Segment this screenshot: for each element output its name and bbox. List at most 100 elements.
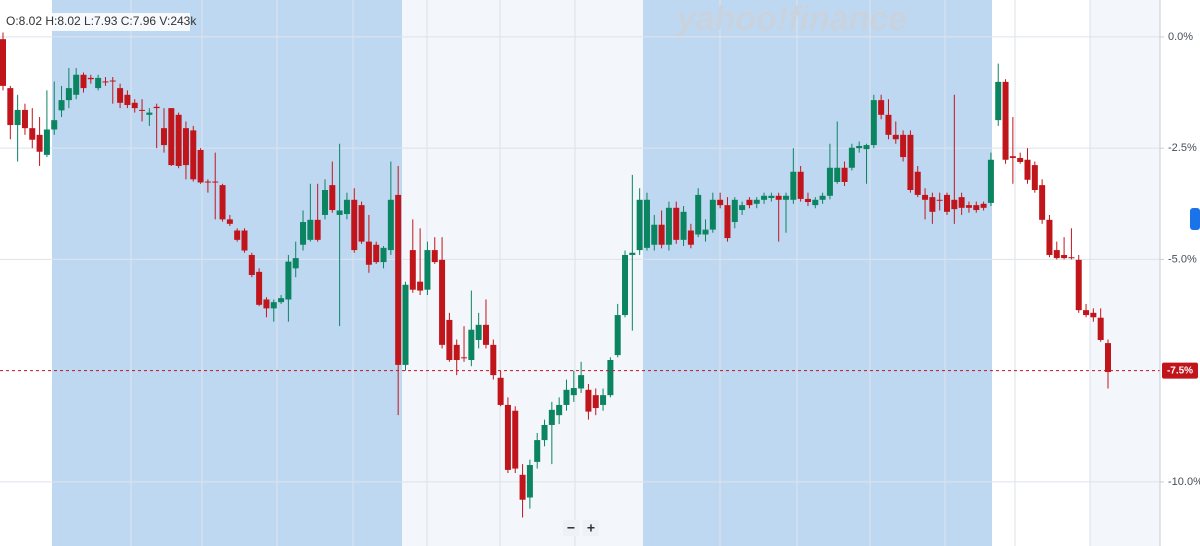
candle-body [826, 167, 833, 196]
candle [497, 370, 504, 407]
candle [1031, 161, 1038, 193]
candle-body [358, 205, 365, 242]
candle-body [461, 357, 468, 359]
candle-body [439, 259, 446, 345]
candle-body [109, 80, 116, 82]
candle [922, 188, 929, 220]
candle-body [307, 219, 314, 240]
candle-body [1009, 156, 1016, 158]
zoom-in-button[interactable]: + [583, 520, 599, 536]
candle-body [519, 474, 526, 500]
candle-body [761, 195, 768, 200]
candle-body [907, 134, 914, 191]
candle-body [665, 207, 672, 245]
candle-body [504, 404, 511, 470]
scroll-handle[interactable] [1190, 208, 1200, 230]
candle-body [131, 102, 138, 109]
candle-body [300, 222, 307, 245]
candle [753, 197, 760, 209]
candle-body [885, 114, 892, 135]
candle-body [490, 344, 497, 376]
candle-body [900, 134, 907, 158]
candle-body [1061, 254, 1068, 259]
zoom-out-label[interactable]: − [567, 520, 575, 536]
button-background[interactable] [563, 520, 579, 536]
y-tick-label: -10.0% [1168, 476, 1200, 488]
candle [278, 295, 285, 304]
candle-body [373, 244, 380, 263]
candle [512, 406, 519, 474]
candle-body [687, 230, 694, 245]
candle-body [1083, 310, 1090, 316]
candle [973, 201, 980, 213]
candle-body [314, 219, 321, 240]
candle-body [139, 109, 146, 111]
candle-body [29, 128, 36, 140]
candle-body [643, 199, 650, 248]
candle [987, 152, 994, 207]
button-background[interactable] [583, 520, 599, 536]
candle-body [292, 258, 299, 269]
candle-body [578, 375, 585, 389]
candle [636, 188, 643, 255]
candle-body [622, 254, 629, 316]
candle-body [636, 199, 643, 251]
candle [804, 192, 811, 207]
candle [1097, 308, 1104, 342]
candle-body [651, 224, 658, 245]
candle-body [263, 299, 270, 309]
candle [819, 192, 826, 204]
ohlc-legend: O:8.02 H:8.02 L:7.93 C:7.96 V:243k [6, 14, 197, 28]
candle-body [768, 195, 775, 199]
candle [585, 384, 592, 420]
candle-body [753, 199, 760, 204]
candle-body [424, 250, 431, 290]
candle [80, 72, 87, 93]
candle-body [592, 395, 599, 409]
candle-body [965, 205, 972, 208]
candle [951, 94, 958, 224]
candle [848, 143, 855, 171]
candle [0, 32, 6, 91]
candle-body [739, 205, 746, 211]
candle-body [944, 194, 951, 212]
candle [548, 401, 555, 465]
candle-body [212, 181, 219, 183]
candle-body [987, 159, 994, 203]
candle [724, 197, 731, 242]
candle-body [585, 389, 592, 412]
candle [234, 228, 241, 242]
candle-body [117, 88, 124, 103]
candle-body [790, 171, 797, 200]
zoom-out-button[interactable]: − [563, 520, 579, 536]
candle [65, 68, 72, 109]
candle [336, 143, 343, 327]
candle [446, 312, 453, 362]
candle-body [1017, 157, 1024, 162]
candle [36, 117, 43, 166]
candle-body [848, 147, 855, 168]
candle [556, 397, 563, 425]
candle-body [365, 241, 372, 265]
candle [1046, 214, 1053, 258]
candle [1039, 179, 1046, 224]
candle-body [556, 404, 563, 416]
candle [439, 237, 446, 349]
candle-body [175, 114, 182, 166]
candle-body [168, 108, 175, 166]
candle [570, 370, 577, 402]
candle [841, 161, 848, 187]
candle [380, 246, 387, 269]
candle-body [709, 199, 716, 230]
candle [1017, 152, 1024, 164]
candle [870, 94, 877, 149]
candle-body [1039, 185, 1046, 220]
zoom-in-label[interactable]: + [587, 520, 595, 536]
candle-body [1053, 250, 1060, 259]
candle [658, 210, 665, 249]
candle-body [226, 219, 233, 224]
session-band [0, 0, 52, 546]
candle [1075, 254, 1082, 313]
candle-body [497, 377, 504, 405]
candle [475, 312, 482, 349]
